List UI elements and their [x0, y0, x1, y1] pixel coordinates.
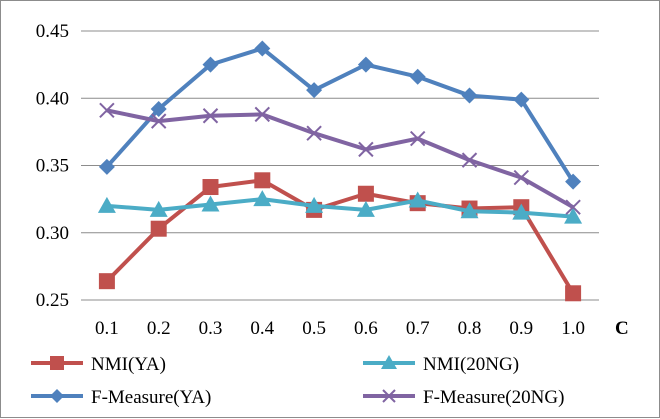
data-point: [408, 191, 427, 208]
data-point: [565, 173, 582, 190]
marker-stroke: [382, 389, 396, 403]
x-tick-label: 0.2: [147, 318, 171, 339]
x-tick-label: 1.0: [561, 318, 585, 339]
data-point: [409, 130, 426, 147]
gridlines: [81, 30, 599, 301]
series-line: [105, 178, 575, 295]
data-point: [202, 179, 219, 196]
x-tick-label: 0.7: [406, 318, 430, 339]
marker-stroke: [254, 106, 271, 123]
data-point: [202, 56, 219, 73]
legend-marker: [382, 389, 396, 403]
data-point: [564, 207, 583, 224]
data-point: [306, 125, 322, 141]
series-F-Measure(YA): [98, 40, 582, 190]
data-point: [357, 185, 374, 202]
data-point: [254, 172, 271, 189]
series-F-Measure(20NG): [99, 102, 581, 215]
data-point: [356, 200, 375, 217]
series-NMI(20NG): [97, 190, 583, 224]
data-point: [565, 199, 581, 215]
x-tick-label: 0.1: [95, 318, 119, 339]
x-tick-label: 0.8: [458, 318, 482, 339]
data-point: [201, 195, 220, 212]
data-point: [306, 82, 323, 99]
legend-marker: [50, 389, 64, 403]
data-point: [150, 220, 167, 237]
data-point: [358, 141, 374, 158]
series-NMI(YA): [98, 172, 582, 302]
data-point: [357, 56, 374, 73]
legend-item: F-Measure(YA): [31, 387, 211, 408]
data-point: [513, 169, 530, 186]
series-lines: [97, 40, 583, 302]
legend-label: NMI(YA): [91, 354, 166, 375]
data-point: [461, 87, 478, 104]
legend-item: F-Measure(20NG): [363, 387, 564, 408]
series-line: [106, 197, 574, 219]
legend-marker: [50, 356, 64, 370]
y-tick-label: 0.25: [36, 290, 69, 311]
legend-label: F-Measure(YA): [91, 387, 211, 408]
x-axis-tick-labels: 0.1 0.2 0.3 0.4 0.5 0.6 0.7 0.8 0.9 1.0: [95, 318, 585, 339]
data-point: [512, 203, 531, 220]
data-point: [409, 68, 426, 85]
data-point: [150, 113, 167, 129]
legend-label: NMI(20NG): [423, 354, 519, 375]
x-tick-label: 0.6: [354, 318, 378, 339]
y-tick-label: 0.35: [36, 156, 69, 177]
y-tick-label: 0.45: [36, 21, 69, 42]
x-tick-label: 0.4: [250, 318, 274, 339]
data-point: [97, 196, 116, 213]
x-tick-label: 0.3: [199, 318, 223, 339]
legend-marker: [381, 355, 397, 369]
x-tick-label: 0.9: [509, 318, 533, 339]
y-tick-label: 0.40: [36, 88, 69, 109]
marker-stroke: [409, 130, 426, 147]
data-point: [150, 101, 167, 118]
x-axis-label: C: [615, 318, 629, 339]
marker-stroke: [461, 152, 478, 168]
data-point: [460, 202, 479, 219]
legend-item: NMI(YA): [31, 354, 166, 375]
data-point: [99, 102, 115, 119]
y-tick-label: 0.30: [36, 223, 69, 244]
data-point: [254, 106, 271, 123]
marker-stroke: [306, 125, 322, 141]
marker-stroke: [565, 199, 581, 215]
data-point: [305, 196, 324, 213]
data-point: [149, 200, 168, 217]
series-line: [106, 108, 575, 209]
legend-item: NMI(20NG): [363, 354, 519, 375]
marker-stroke: [202, 108, 219, 124]
data-point: [254, 40, 271, 57]
marker-stroke: [99, 102, 115, 119]
x-tick-label: 0.5: [302, 318, 326, 339]
data-point: [461, 152, 478, 168]
data-point: [202, 108, 219, 124]
legend-label: F-Measure(20NG): [423, 387, 564, 408]
data-point: [565, 285, 582, 302]
data-point: [98, 273, 115, 290]
marker-stroke: [358, 141, 374, 158]
legend: NMI(YA) NMI(20NG) F-Measure(YA) F-Measure(2…: [31, 354, 564, 408]
data-point: [98, 158, 115, 175]
y-axis-tick-labels: 0.45 0.40 0.35 0.30 0.25: [36, 21, 69, 311]
marker-stroke: [150, 113, 167, 129]
series-line: [105, 46, 575, 183]
data-point: [513, 91, 530, 108]
data-point: [253, 190, 272, 207]
marker-stroke: [513, 169, 530, 186]
